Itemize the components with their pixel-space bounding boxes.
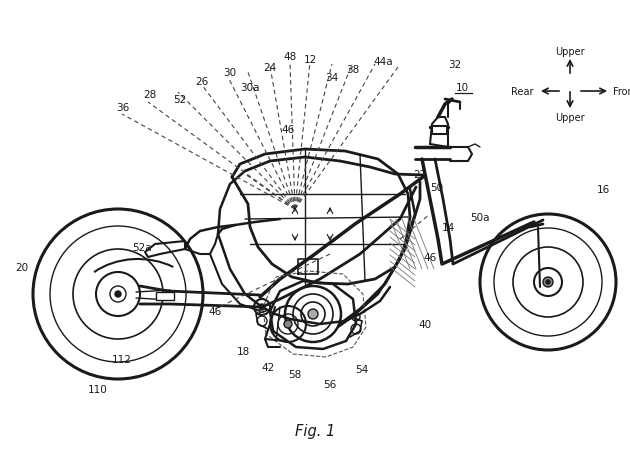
Text: 32: 32 — [449, 60, 462, 70]
Text: 52: 52 — [173, 95, 186, 105]
Text: 30a: 30a — [240, 83, 260, 93]
Text: Front: Front — [613, 87, 630, 97]
Text: 52a: 52a — [132, 243, 152, 253]
Text: Rear: Rear — [511, 87, 533, 97]
Text: 12: 12 — [304, 55, 317, 65]
Text: 36: 36 — [117, 103, 130, 113]
Text: 50: 50 — [430, 183, 444, 193]
Text: 46: 46 — [282, 125, 295, 135]
Text: 26: 26 — [195, 77, 209, 87]
Text: 34: 34 — [325, 73, 339, 83]
Text: 30: 30 — [224, 68, 236, 78]
Text: 16: 16 — [597, 184, 610, 194]
Text: 40: 40 — [418, 319, 432, 329]
Circle shape — [543, 277, 553, 287]
Circle shape — [259, 304, 265, 310]
Circle shape — [546, 281, 550, 285]
Text: 10: 10 — [455, 83, 469, 93]
Text: 24: 24 — [263, 63, 277, 73]
Text: 46: 46 — [209, 306, 222, 316]
Text: 28: 28 — [144, 90, 157, 100]
Text: 20: 20 — [16, 262, 28, 272]
Text: 112: 112 — [112, 354, 132, 364]
Text: 110: 110 — [88, 384, 108, 394]
Text: 42: 42 — [261, 362, 275, 372]
Text: 54: 54 — [355, 364, 369, 374]
Text: 44a: 44a — [373, 57, 393, 67]
Circle shape — [308, 309, 318, 319]
Text: Fig. 1: Fig. 1 — [295, 423, 335, 438]
Text: 48: 48 — [284, 52, 297, 62]
FancyBboxPatch shape — [156, 292, 174, 300]
Text: 56: 56 — [323, 379, 336, 389]
Circle shape — [115, 291, 121, 297]
Text: 58: 58 — [289, 369, 302, 379]
Text: 50a: 50a — [470, 212, 490, 222]
FancyBboxPatch shape — [432, 127, 447, 135]
Circle shape — [284, 320, 292, 328]
Text: 18: 18 — [236, 346, 249, 356]
Text: Upper: Upper — [555, 113, 585, 123]
Text: 38: 38 — [346, 65, 360, 75]
Text: 46: 46 — [423, 253, 437, 262]
Text: 14: 14 — [442, 222, 455, 232]
Text: Upper: Upper — [555, 47, 585, 57]
Text: 22: 22 — [413, 170, 427, 179]
